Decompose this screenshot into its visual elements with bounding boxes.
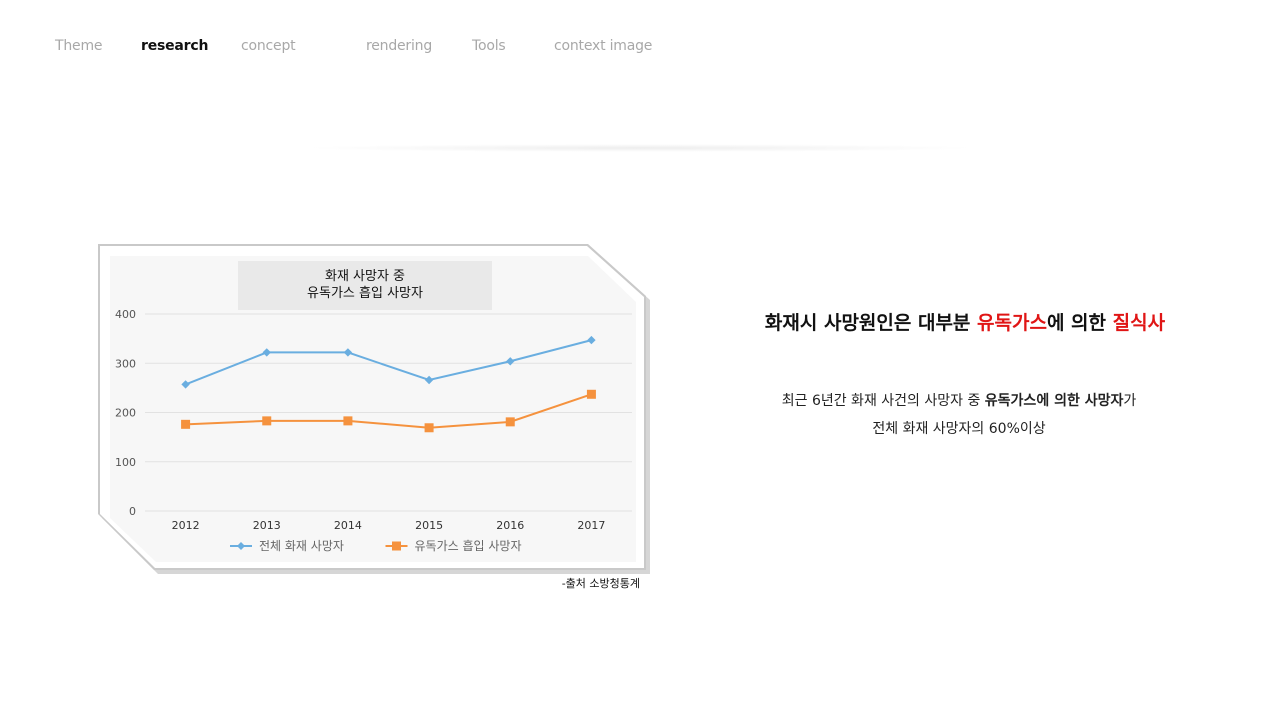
- nav-item-context-image[interactable]: context image: [554, 38, 653, 54]
- data-point: [343, 348, 353, 357]
- y-tick-label: 400: [115, 308, 136, 321]
- headline-text-2: 에 의한: [1046, 312, 1113, 334]
- series-line: [185, 393, 592, 429]
- y-tick-label: 100: [115, 456, 136, 469]
- legend-marker: [237, 542, 245, 550]
- data-point: [586, 389, 596, 399]
- data-point: [587, 335, 596, 345]
- data-point: [424, 375, 434, 385]
- y-tick-label: 0: [129, 505, 136, 518]
- description-bold-2: 사망자: [1084, 393, 1124, 409]
- legend-label: 유독가스 흡입 사망자: [415, 539, 522, 553]
- headline-text-1: 화재시 사망원인은 대부분: [764, 312, 978, 334]
- headline-highlight-2: 질식사: [1112, 312, 1166, 334]
- description-bold-1: 유독가스: [984, 393, 1037, 409]
- x-tick-label: 2012: [172, 519, 200, 532]
- description-line-1: 최근 6년간 화재 사건의 사망자 중 유독가스에 의한 사망자가: [700, 387, 1218, 415]
- x-tick-label: 2016: [496, 519, 524, 532]
- nav-item-theme[interactable]: Theme: [55, 38, 103, 54]
- y-tick-label: 300: [115, 357, 136, 370]
- data-point: [505, 417, 515, 427]
- x-tick-label: 2014: [334, 519, 362, 532]
- series-line: [185, 339, 592, 386]
- y-tick-label: 200: [115, 407, 136, 420]
- data-point: [506, 357, 515, 366]
- nav-item-tools[interactable]: Tools: [472, 38, 506, 54]
- legend-label: 전체 화재 사망자: [259, 539, 344, 553]
- top-navigation: Theme research concept rendering Tools c…: [0, 38, 1280, 62]
- data-point: [262, 416, 272, 426]
- x-tick-label: 2013: [253, 519, 281, 532]
- data-point: [181, 380, 190, 389]
- source-caption: -출처 소방청통계: [561, 577, 640, 590]
- data-point: [424, 423, 434, 433]
- data-point: [343, 416, 353, 426]
- chart-title-line-1: 화재 사망자 중: [324, 269, 406, 284]
- x-tick-label: 2015: [415, 519, 443, 532]
- line-chart: 0 100 200 300 400 2012 2013 2014 2015 2016 2017 전체 …: [115, 308, 632, 553]
- description-text-2: 에 의한: [1036, 393, 1085, 409]
- header-divider: [300, 144, 980, 152]
- description-text-3: 가: [1123, 393, 1137, 409]
- headline-highlight-1: 유독가스: [977, 312, 1047, 334]
- data-point: [181, 419, 191, 429]
- chart-title: 화재 사망자 중 유독가스 흡입 사망자: [238, 261, 492, 310]
- nav-item-concept[interactable]: concept: [241, 38, 296, 54]
- description: 최근 6년간 화재 사건의 사망자 중 유독가스에 의한 사망자가 전체 화재 …: [700, 387, 1218, 443]
- description-text-1: 최근 6년간 화재 사건의 사망자 중: [781, 393, 985, 409]
- x-tick-label: 2017: [577, 519, 605, 532]
- chart-title-line-2: 유독가스 흡입 사망자: [307, 286, 423, 301]
- headline: 화재시 사망원인은 대부분 유독가스에 의한 질식사: [700, 308, 1230, 335]
- nav-item-research[interactable]: research: [141, 38, 209, 54]
- description-line-2: 전체 화재 사망자의 60%이상: [872, 421, 1046, 437]
- legend-marker: [392, 541, 401, 551]
- data-point: [262, 348, 271, 357]
- nav-item-rendering[interactable]: rendering: [366, 38, 433, 54]
